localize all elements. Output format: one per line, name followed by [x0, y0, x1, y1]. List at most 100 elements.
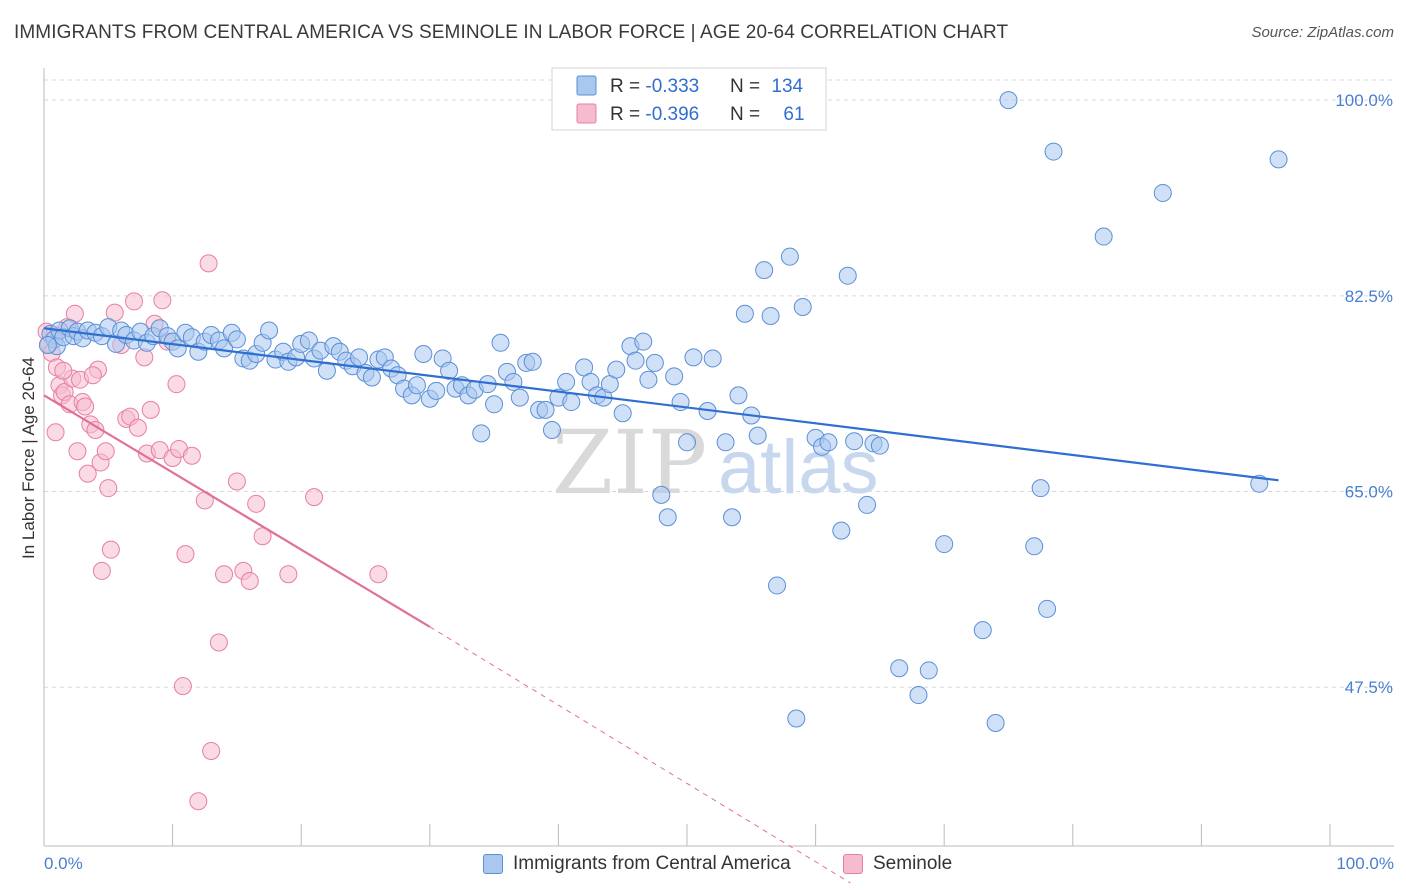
seminole-point [46, 423, 65, 442]
legend-r-label-2: R = [610, 104, 645, 125]
central-america-point [845, 432, 864, 451]
central-america-point [536, 400, 555, 419]
central-america-point [634, 332, 653, 351]
seminole-point [99, 479, 118, 498]
central-america-point [986, 713, 1005, 732]
central-america-point [838, 266, 857, 285]
seminole-point [68, 442, 87, 461]
legend-top: R = -0.333 N = 134 R = -0.396 N = 61 [551, 67, 827, 131]
central-america-point [407, 376, 426, 395]
seminole-point [78, 464, 97, 483]
seminole-point [247, 494, 266, 513]
central-america-point [557, 372, 576, 391]
legend-r-value-2: -0.396 [645, 104, 699, 125]
central-america-point [858, 495, 877, 514]
seminole-point [153, 291, 172, 310]
central-america-point [652, 485, 671, 504]
legend-swatch-pink [576, 103, 597, 124]
seminole-point [76, 397, 95, 416]
legend-item-seminole[interactable]: Seminole [843, 853, 952, 875]
central-america-point [919, 661, 938, 680]
legend-r-value-1: -0.333 [645, 76, 699, 97]
central-america-point [761, 306, 780, 325]
central-america-point [299, 331, 318, 350]
y-tick-label: 82.5% [1345, 287, 1393, 306]
legend-n-label-1: N = [730, 76, 765, 97]
seminole-point [202, 741, 221, 760]
seminole-point [305, 488, 324, 507]
central-america-point [973, 621, 992, 640]
seminole-point [189, 792, 208, 811]
central-america-point [1038, 599, 1057, 618]
source-label: Source: ZipAtlas.com [1251, 24, 1394, 41]
legend-label-central-america: Immigrants from Central America [513, 853, 791, 874]
seminole-point [240, 571, 259, 590]
legend-swatch-seminole [843, 854, 863, 874]
central-america-point [414, 344, 433, 363]
central-america-point [793, 298, 812, 317]
seminole-point [86, 421, 105, 440]
central-america-point [1153, 183, 1172, 202]
central-america-point [562, 393, 581, 412]
central-america-point [729, 386, 748, 405]
seminole-point [199, 254, 218, 273]
central-america-point [1269, 150, 1288, 169]
legend-n-value-2: 61 [783, 104, 804, 125]
seminole-point [209, 633, 228, 652]
central-america-trend-line [43, 327, 1279, 482]
central-america-point [472, 424, 491, 443]
y-tick-label: 65.0% [1345, 483, 1393, 502]
central-america-point [227, 330, 246, 349]
central-america-point [658, 508, 677, 527]
central-america-point [870, 436, 889, 455]
central-america-point [1044, 142, 1063, 161]
watermark-zip: ZIP [552, 411, 707, 514]
central-america-point [819, 433, 838, 452]
svg-text:R = -0.333: R = -0.333 [610, 76, 699, 97]
seminole-point [128, 418, 147, 437]
seminole-point [96, 442, 115, 461]
svg-text:N = 61: N = 61 [730, 104, 805, 125]
x-tick-label-max: 100.0% [1336, 854, 1394, 873]
svg-text:N = 134: N = 134 [730, 76, 804, 97]
central-america-point [780, 247, 799, 266]
central-america-point [427, 381, 446, 400]
central-america-point [748, 426, 767, 445]
central-america-point [723, 508, 742, 527]
legend-r-label-1: R = [610, 76, 645, 97]
legend-swatch-blue [576, 75, 597, 96]
central-america-point [684, 348, 703, 367]
central-america-point [1094, 227, 1113, 246]
central-america-point [491, 333, 510, 352]
central-america-point [626, 351, 645, 370]
legend-n-value-1: 134 [771, 76, 803, 97]
central-america-point [38, 336, 57, 355]
central-america-point [935, 535, 954, 554]
central-america-point [362, 368, 381, 387]
central-america-point [639, 370, 658, 389]
central-america-point [755, 261, 774, 280]
chart-title: IMMIGRANTS FROM CENTRAL AMERICA VS SEMIN… [14, 22, 1009, 43]
central-america-point [542, 421, 561, 440]
central-america-point [832, 521, 851, 540]
legend-bottom: Immigrants from Central America Seminole [0, 850, 1406, 880]
legend-item-central-america[interactable]: Immigrants from Central America [483, 853, 791, 875]
legend-n-label-2: N = [730, 104, 765, 125]
legend-label-seminole: Seminole [873, 853, 953, 874]
seminole-trend-line [43, 394, 431, 628]
central-america-point [909, 686, 928, 705]
central-america-point [999, 91, 1018, 110]
seminole-point [125, 292, 144, 311]
central-america-point [735, 304, 754, 323]
seminole-point [54, 361, 73, 380]
central-america-point [678, 433, 696, 452]
seminole-point [83, 366, 102, 385]
x-tick-label-min: 0.0% [44, 854, 83, 873]
central-america-point [645, 353, 664, 372]
legend-swatch-central-america [483, 854, 503, 874]
seminole-point [101, 540, 120, 559]
central-america-point [168, 339, 187, 358]
seminole-point [141, 400, 160, 419]
y-axis-label: In Labor Force | Age 20-64 [19, 357, 38, 559]
